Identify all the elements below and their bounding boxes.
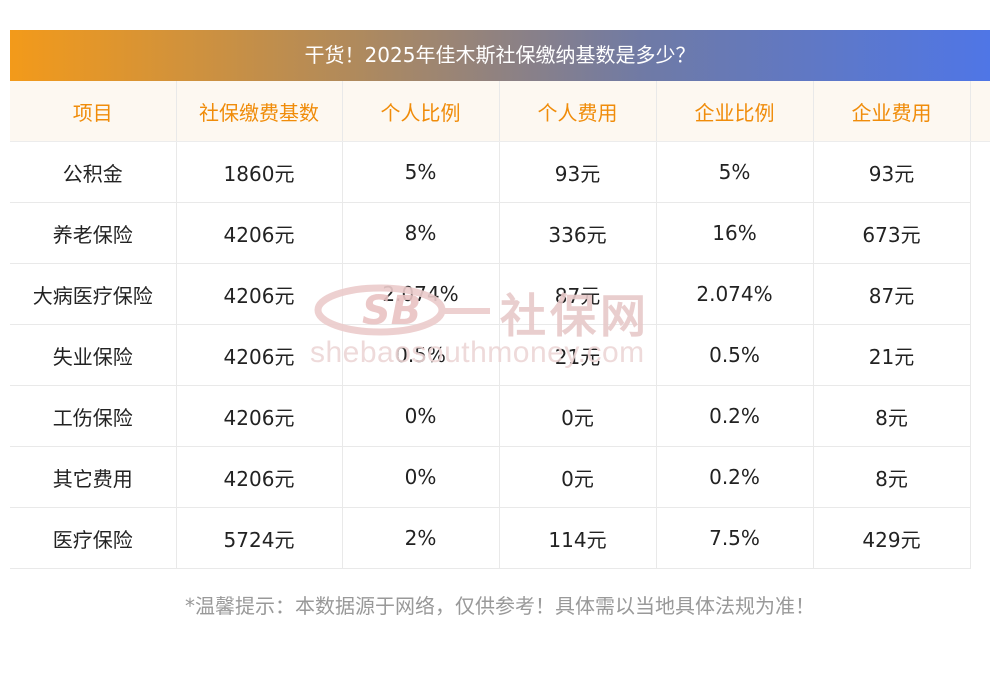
cell-item: 大病医疗保险 [10,263,177,325]
cell-personal-rate: 8% [342,202,500,264]
disclaimer-note: *温馨提示：本数据源于网络，仅供参考！具体需以当地具体法规为准！ [185,594,815,618]
column-header-base: 社保缴费基数 [176,81,343,142]
cell-base: 1860元 [176,141,343,203]
cell-company-rate: 5% [656,141,814,203]
cell-personal-rate: 0% [342,385,500,447]
column-header-personal-cost: 个人费用 [499,81,657,142]
column-header-company-rate: 企业比例 [656,81,814,142]
table-header-row: 项目 社保缴费基数 个人比例 个人费用 企业比例 企业费用 [10,81,971,142]
table-row: 大病医疗保险 4206元 2.074% 87元 2.074% 87元 [10,263,971,325]
cell-company-cost: 93元 [813,141,971,203]
cell-personal-cost: 114元 [499,507,657,569]
cell-company-rate: 16% [656,202,814,264]
cell-personal-cost: 93元 [499,141,657,203]
cell-item: 养老保险 [10,202,177,264]
cell-company-cost: 673元 [813,202,971,264]
cell-company-cost: 87元 [813,263,971,325]
cell-personal-cost: 21元 [499,324,657,386]
cell-base: 5724元 [176,507,343,569]
cell-company-rate: 2.074% [656,263,814,325]
column-header-company-cost: 企业费用 [813,81,971,142]
cell-base: 4206元 [176,385,343,447]
cell-company-rate: 0.5% [656,324,814,386]
cell-personal-cost: 336元 [499,202,657,264]
cell-personal-cost: 0元 [499,385,657,447]
cell-item: 公积金 [10,141,177,203]
cell-item: 医疗保险 [10,507,177,569]
cell-company-rate: 0.2% [656,446,814,508]
cell-company-cost: 429元 [813,507,971,569]
cell-personal-cost: 0元 [499,446,657,508]
cell-personal-rate: 2% [342,507,500,569]
cell-personal-cost: 87元 [499,263,657,325]
cell-company-cost: 8元 [813,446,971,508]
column-header-personal-rate: 个人比例 [342,81,500,142]
cell-base: 4206元 [176,446,343,508]
cell-item: 失业保险 [10,324,177,386]
cell-company-rate: 0.2% [656,385,814,447]
cell-company-cost: 21元 [813,324,971,386]
cell-personal-rate: 5% [342,141,500,203]
cell-base: 4206元 [176,263,343,325]
table-row: 失业保险 4206元 0.5% 21元 0.5% 21元 [10,324,971,386]
table-row: 医疗保险 5724元 2% 114元 7.5% 429元 [10,507,971,569]
page-title-banner: 干货！2025年佳木斯社保缴纳基数是多少？ [10,30,990,81]
cell-company-cost: 8元 [813,385,971,447]
table-row: 公积金 1860元 5% 93元 5% 93元 [10,141,971,203]
header-row-extension [970,81,990,142]
cell-base: 4206元 [176,202,343,264]
table-row: 养老保险 4206元 8% 336元 16% 673元 [10,202,971,264]
cell-company-rate: 7.5% [656,507,814,569]
column-header-item: 项目 [10,81,177,142]
cell-personal-rate: 2.074% [342,263,500,325]
cell-personal-rate: 0.5% [342,324,500,386]
cell-item: 工伤保险 [10,385,177,447]
cell-base: 4206元 [176,324,343,386]
cell-item: 其它费用 [10,446,177,508]
cell-personal-rate: 0% [342,446,500,508]
table-row: 其它费用 4206元 0% 0元 0.2% 8元 [10,446,971,508]
table-row: 工伤保险 4206元 0% 0元 0.2% 8元 [10,385,971,447]
fee-table: 项目 社保缴费基数 个人比例 个人费用 企业比例 企业费用 公积金 1860元 … [10,81,971,569]
